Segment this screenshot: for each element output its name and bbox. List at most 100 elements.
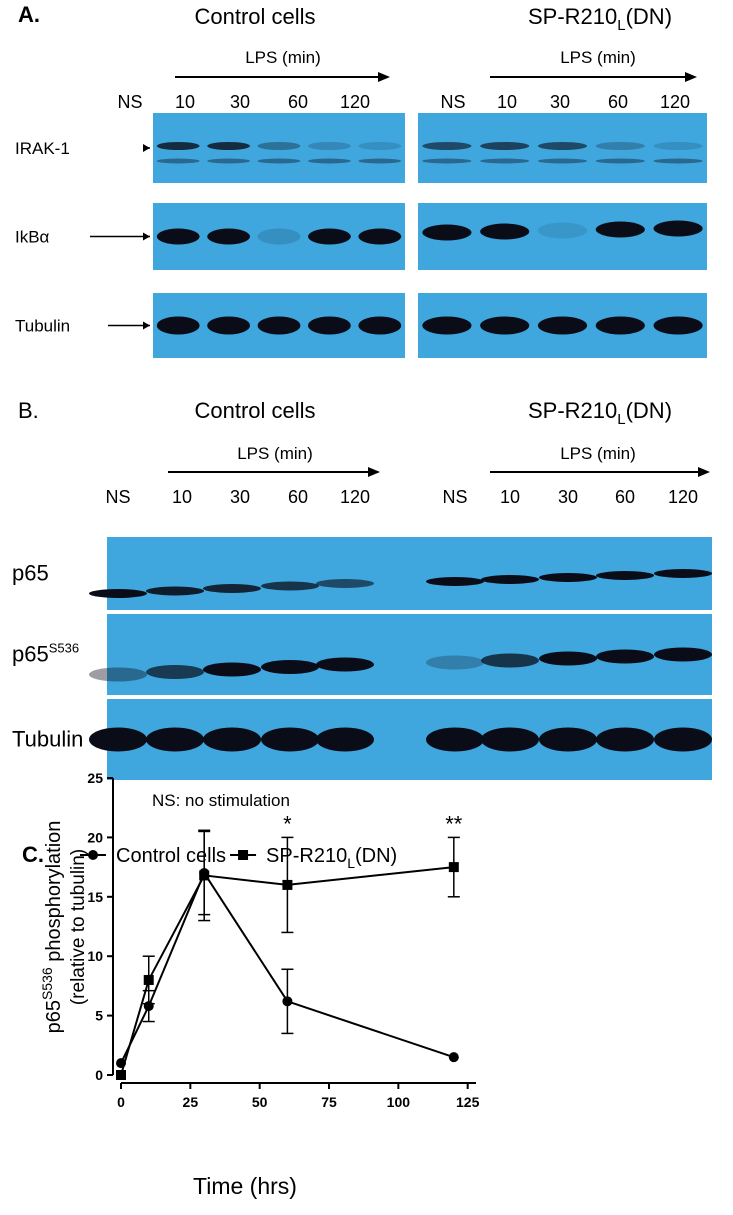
row-label: p65 <box>12 561 49 586</box>
note: NS: no stimulation <box>152 791 290 810</box>
band <box>203 727 261 752</box>
band <box>653 316 703 335</box>
marker <box>282 879 293 890</box>
band <box>307 228 351 245</box>
group-title: Control cells <box>194 4 315 29</box>
panel-label: A. <box>18 2 40 27</box>
band <box>481 727 539 752</box>
y-tick-label: 10 <box>87 948 103 964</box>
band <box>596 727 654 752</box>
band <box>146 727 204 752</box>
marker <box>199 870 210 881</box>
band <box>654 569 712 578</box>
lane-label: 10 <box>500 487 520 507</box>
band <box>207 142 251 150</box>
row-label: IRAK-1 <box>15 139 70 158</box>
row-label-part: Tubulin <box>12 727 83 752</box>
marker <box>143 974 154 985</box>
band <box>207 316 251 335</box>
legend-label: Control cells <box>116 845 226 867</box>
band <box>537 222 588 239</box>
band <box>358 158 402 164</box>
band <box>156 142 200 150</box>
band <box>480 316 530 335</box>
legend-label: SP-R210L(DN) <box>266 845 397 871</box>
row-label: Tubulin <box>12 727 83 752</box>
marker <box>448 862 459 873</box>
band <box>146 586 204 596</box>
arrow-head <box>378 72 390 82</box>
annotation: * <box>283 811 292 836</box>
band <box>595 316 645 335</box>
band <box>653 158 703 164</box>
band <box>156 158 200 164</box>
row-label: Tubulin <box>15 317 70 336</box>
y-tick-label: 5 <box>95 1008 103 1024</box>
y-tick-label: 25 <box>87 770 103 786</box>
band <box>595 221 645 238</box>
legend-label-part: (DN) <box>355 845 397 867</box>
group-title: SP-R210L(DN) <box>528 4 672 34</box>
band <box>537 316 588 335</box>
band <box>480 142 530 150</box>
lane-label: 10 <box>497 92 517 112</box>
band <box>89 727 147 752</box>
band <box>156 316 200 335</box>
lane-label: NS <box>442 487 467 507</box>
band <box>307 142 351 150</box>
annotation: ** <box>445 811 463 836</box>
band <box>358 316 402 335</box>
band <box>261 660 319 674</box>
band <box>156 228 200 245</box>
band <box>203 584 261 593</box>
band <box>89 589 147 598</box>
marker <box>88 850 98 860</box>
legend-label-part: L <box>347 855 355 871</box>
panel-label: C. <box>22 842 44 867</box>
band <box>257 142 301 150</box>
marker <box>238 850 249 860</box>
lane-label: NS <box>117 92 142 112</box>
band <box>426 577 484 586</box>
y-axis-label-line: p65S536 phosphorylation <box>39 821 65 1034</box>
lane-label: 30 <box>550 92 570 112</box>
band <box>358 142 402 150</box>
y-tick-label: 0 <box>95 1067 103 1083</box>
treatment-label: LPS (min) <box>560 48 636 67</box>
band <box>422 158 472 164</box>
lane-label: 10 <box>175 92 195 112</box>
row-label-part: p65 <box>12 642 49 667</box>
y-tick-label: 15 <box>87 889 103 905</box>
band <box>480 158 530 164</box>
band <box>654 727 712 752</box>
arrow-head <box>685 72 697 82</box>
row-label: IkBα <box>15 228 50 247</box>
band <box>422 316 472 335</box>
band <box>261 727 319 752</box>
arrow-head <box>143 144 150 152</box>
group-title: Control cells <box>194 398 315 423</box>
band <box>307 158 351 164</box>
row-label: p65S536 <box>12 641 79 667</box>
band <box>316 657 374 672</box>
band <box>426 655 484 670</box>
band <box>307 316 351 335</box>
panel-label: B. <box>18 398 39 423</box>
x-axis-label: Time (hrs) <box>193 1173 297 1199</box>
arrow-head <box>143 321 150 330</box>
lane-label: 60 <box>288 487 308 507</box>
lane-label: NS <box>440 92 465 112</box>
band <box>426 727 484 752</box>
treatment-label: LPS (min) <box>237 444 313 463</box>
lane-label: 30 <box>230 92 250 112</box>
lane-label: 60 <box>608 92 628 112</box>
lane-label: 30 <box>230 487 250 507</box>
treatment-label: LPS (min) <box>560 444 636 463</box>
band <box>537 142 588 150</box>
y-axis-label: p65S536 phosphorylation (relative to tub… <box>39 821 89 1034</box>
x-tick-label: 125 <box>456 1094 480 1110</box>
lane-label: NS <box>105 487 130 507</box>
band <box>596 649 654 664</box>
x-tick-label: 100 <box>387 1094 411 1110</box>
band <box>539 651 597 666</box>
